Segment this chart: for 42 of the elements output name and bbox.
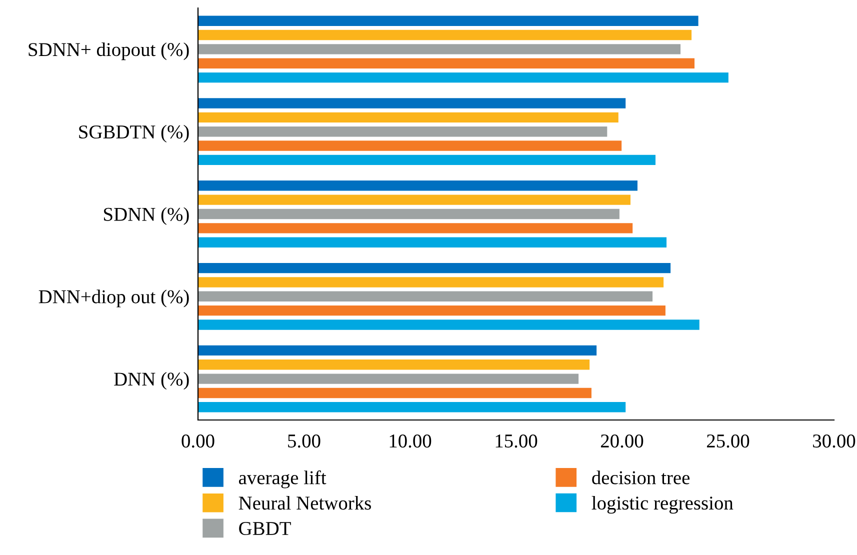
- bar: [198, 277, 664, 288]
- bar: [198, 126, 608, 137]
- y-tick-label: DNN+diop out (%): [38, 290, 189, 308]
- x-tick-label: 25.00: [706, 434, 750, 448]
- bar: [198, 140, 622, 151]
- bar: [198, 223, 633, 234]
- x-tick-label: 5.00: [288, 434, 320, 448]
- bar: [198, 345, 597, 356]
- bar: [198, 360, 590, 370]
- bar: [198, 30, 692, 40]
- legend-label: decision tree: [592, 470, 690, 484]
- bar: [198, 305, 666, 316]
- bar: [198, 72, 728, 83]
- legend-label: GBDT: [239, 522, 291, 536]
- y-tick-label: SGBDTN (%): [79, 124, 189, 142]
- bar: [198, 98, 626, 108]
- y-tick-label: SDNN+ diopout (%): [28, 42, 189, 60]
- x-tick-label: 30.00: [813, 434, 856, 448]
- bar: [198, 208, 620, 220]
- x-tick-label: 0.00: [182, 434, 214, 448]
- bar: [198, 112, 618, 123]
- x-tick-label: 20.00: [600, 434, 644, 448]
- bar: [198, 291, 653, 302]
- bar: [198, 16, 698, 26]
- bar: [198, 180, 638, 191]
- bar: [198, 320, 700, 330]
- x-tick-label: 10.00: [390, 434, 432, 448]
- x-tick-label: 15.00: [496, 434, 538, 448]
- y-tick-label: SDNN (%): [104, 207, 189, 225]
- bar: [198, 374, 579, 384]
- bar: [198, 402, 626, 412]
- bar: [198, 58, 695, 68]
- bar: [198, 388, 592, 398]
- bar: [198, 237, 667, 248]
- bar: [198, 44, 681, 54]
- legend-label: logistic regression: [592, 496, 734, 514]
- bar: [198, 154, 656, 166]
- legend-label: Neural Networks: [238, 496, 371, 510]
- y-tick-label: DNN (%): [114, 372, 189, 390]
- bar: [198, 194, 630, 205]
- bar: [198, 262, 671, 274]
- legend-label: average lift: [238, 470, 326, 488]
